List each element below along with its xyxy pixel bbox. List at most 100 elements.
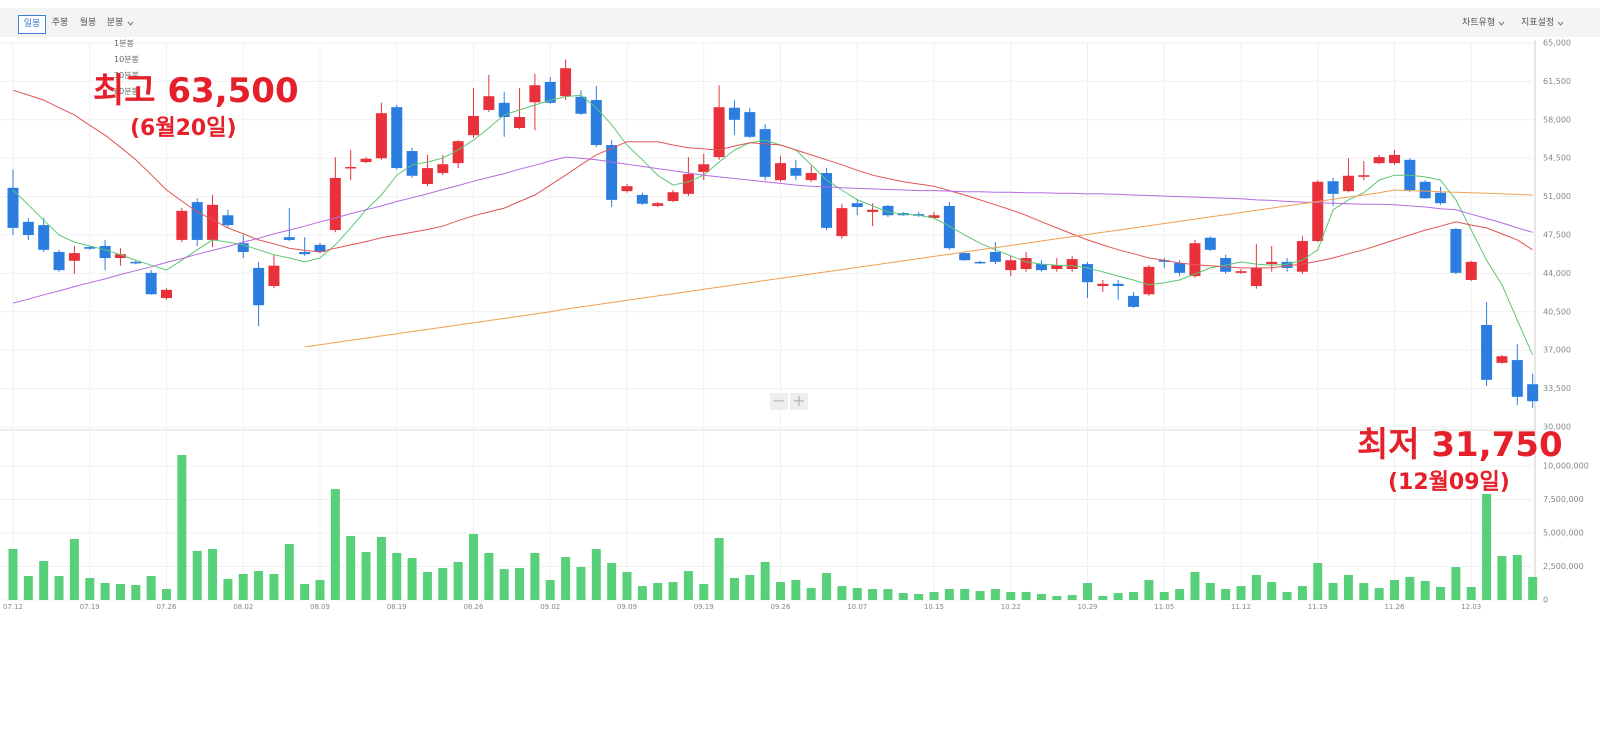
candle-body — [437, 164, 449, 174]
moving-average-line — [304, 189, 1533, 348]
chevron-icon — [1557, 21, 1564, 26]
candle-body — [1158, 260, 1170, 262]
candle-body — [928, 215, 940, 218]
volume-bar — [852, 587, 862, 600]
volume-bar — [561, 556, 571, 600]
x-tick-label: 08.02 — [233, 603, 253, 611]
minute-option[interactable]: 10분봉 — [114, 55, 139, 64]
candle-body — [1250, 267, 1262, 287]
volume-bar — [868, 589, 878, 600]
candle-body — [1020, 258, 1032, 270]
volume-bar — [1528, 576, 1538, 600]
volume-bar — [392, 552, 402, 600]
volume-bar — [714, 537, 724, 600]
candle-body — [713, 107, 725, 158]
volume-bar — [54, 576, 64, 600]
candle-body — [943, 205, 955, 249]
volume-bar — [115, 584, 125, 600]
candle-body — [1051, 265, 1063, 270]
indicator-menu[interactable]: 지표설정 — [1521, 18, 1555, 28]
candle-body — [1174, 262, 1186, 273]
candle-body — [744, 112, 756, 137]
volume-bar — [85, 578, 95, 600]
candle-body — [821, 173, 833, 228]
candle-body — [145, 272, 157, 295]
moving-average-line — [12, 89, 1533, 269]
minute-option[interactable]: 60분봉 — [114, 87, 139, 96]
y-tick-label: 65,000 — [1543, 39, 1571, 48]
volume-bar — [1052, 595, 1062, 600]
tab-monthly[interactable]: 월봉 — [79, 18, 97, 28]
tab-daily[interactable]: 일봉 — [18, 15, 46, 34]
candle-body — [1281, 261, 1293, 268]
candle-body — [360, 158, 372, 163]
candle-body — [1066, 259, 1078, 270]
volume-bar — [407, 558, 417, 600]
volume-bar — [1374, 587, 1384, 600]
volume-bar — [1083, 582, 1092, 600]
volume-bar — [1420, 580, 1430, 600]
candle-body — [959, 253, 971, 261]
high-annotation: 최고 63,500 — [93, 71, 299, 111]
volume-bar — [1405, 576, 1415, 600]
volume-bar — [484, 552, 494, 600]
volume-bar — [1497, 556, 1507, 600]
x-tick-label: 08.09 — [310, 603, 330, 611]
volume-bar — [223, 578, 233, 600]
x-tick-label: 07.26 — [156, 603, 177, 611]
chevron-icon — [1498, 21, 1505, 26]
candle-body — [1189, 243, 1201, 277]
candle-body — [253, 267, 265, 306]
y-tick-label: 5,000,000 — [1543, 529, 1584, 538]
y-tick-label: 58,000 — [1543, 115, 1571, 124]
volume-bar — [300, 584, 310, 600]
volume-bar — [729, 578, 739, 600]
volume-bar — [1313, 563, 1323, 600]
candle-body — [560, 68, 572, 97]
volume-bar — [269, 574, 279, 600]
candle-body — [529, 85, 541, 103]
x-tick-label: 09.09 — [617, 603, 637, 611]
candle-body — [452, 141, 464, 164]
candle-body — [1143, 266, 1155, 295]
tab-minute[interactable]: 분봉 — [106, 18, 124, 28]
volume-bar — [607, 563, 617, 600]
candle-body — [652, 203, 664, 206]
minute-option[interactable]: 30분봉 — [114, 71, 139, 80]
volume-bar — [100, 582, 110, 600]
tab-weekly[interactable]: 주봉 — [51, 18, 69, 28]
candle-body — [391, 107, 403, 169]
x-tick-label: 11.19 — [1308, 603, 1328, 611]
y-tick-label: 51,000 — [1543, 192, 1571, 201]
volume-bar — [1236, 586, 1246, 600]
volume-bar — [1129, 591, 1139, 600]
candle-body — [867, 209, 879, 212]
volume-bar — [683, 571, 693, 600]
zoom-in-button[interactable]: + — [790, 393, 808, 410]
zoom-out-button[interactable]: − — [770, 393, 788, 410]
volume-bar — [1036, 593, 1046, 600]
candle-body — [590, 100, 602, 146]
candle-body — [1082, 264, 1093, 283]
candle-body — [698, 164, 710, 172]
chevron-icon — [127, 21, 134, 26]
volume-bar — [177, 455, 187, 600]
candle-body — [836, 208, 848, 237]
candle-body — [1097, 283, 1109, 287]
candle-body — [299, 252, 311, 255]
volume-bar — [960, 589, 970, 600]
minute-option[interactable]: 1분봉 — [114, 39, 134, 48]
y-tick-label: 40,500 — [1543, 307, 1571, 316]
y-tick-label: 30,000 — [1543, 423, 1571, 432]
volume-bar — [791, 580, 801, 600]
candle-body — [805, 173, 817, 181]
candle-body — [268, 265, 280, 287]
volume-bar — [591, 548, 601, 600]
volume-bar — [1098, 595, 1108, 600]
chart-type-menu[interactable]: 차트유형 — [1462, 18, 1496, 28]
volume-bar — [668, 582, 678, 600]
volume-bar — [146, 576, 156, 600]
candle-body — [1204, 237, 1216, 250]
grid — [0, 42, 1535, 601]
